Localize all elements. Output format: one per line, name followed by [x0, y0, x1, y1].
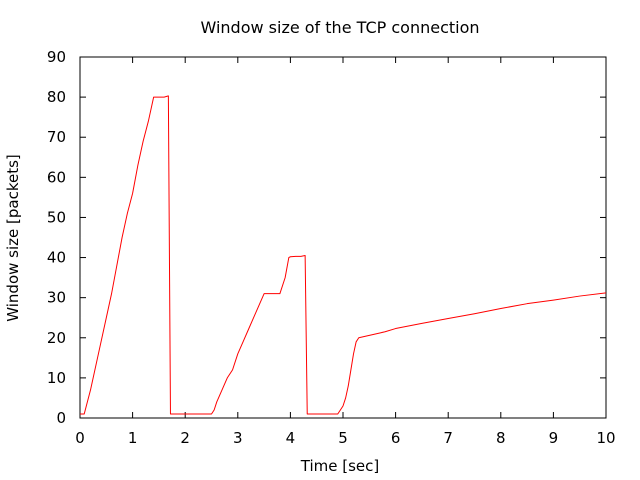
series-group — [80, 95, 607, 415]
x-tick-label: 0 — [75, 429, 85, 447]
x-tick-label: 4 — [286, 429, 296, 447]
x-tick-label: 9 — [549, 429, 559, 447]
y-tick-label: 30 — [47, 289, 66, 307]
plot-area-frame — [79, 56, 607, 419]
chart-title: Window size of the TCP connection — [200, 18, 479, 37]
x-tick-label: 7 — [443, 429, 453, 447]
y-tick-label: 40 — [47, 249, 66, 267]
x-tick-label: 10 — [596, 429, 615, 447]
series-line — [80, 95, 607, 415]
y-tick-label: 70 — [47, 128, 66, 146]
x-tick-label: 8 — [496, 429, 506, 447]
y-tick-label: 90 — [47, 48, 66, 66]
y-tick-label: 10 — [47, 369, 66, 387]
x-tick-label: 2 — [180, 429, 190, 447]
x-tick-label: 6 — [391, 429, 401, 447]
y-tick-label: 20 — [47, 329, 66, 347]
x-axis-label: Time [sec] — [300, 457, 379, 475]
y-axis-ticks: 0 10 20 30 40 50 60 70 80 90 — [47, 48, 606, 427]
x-axis-ticks: 0 1 2 3 4 5 6 7 8 9 10 — [75, 57, 616, 447]
x-tick-label: 1 — [128, 429, 138, 447]
x-tick-label: 5 — [338, 429, 348, 447]
y-tick-label: 50 — [47, 208, 66, 226]
y-tick-label: 60 — [47, 168, 66, 186]
y-tick-label: 0 — [56, 409, 66, 427]
x-tick-label: 3 — [233, 429, 243, 447]
y-tick-label: 80 — [47, 88, 66, 106]
y-axis-label: Window size [packets] — [4, 154, 22, 322]
